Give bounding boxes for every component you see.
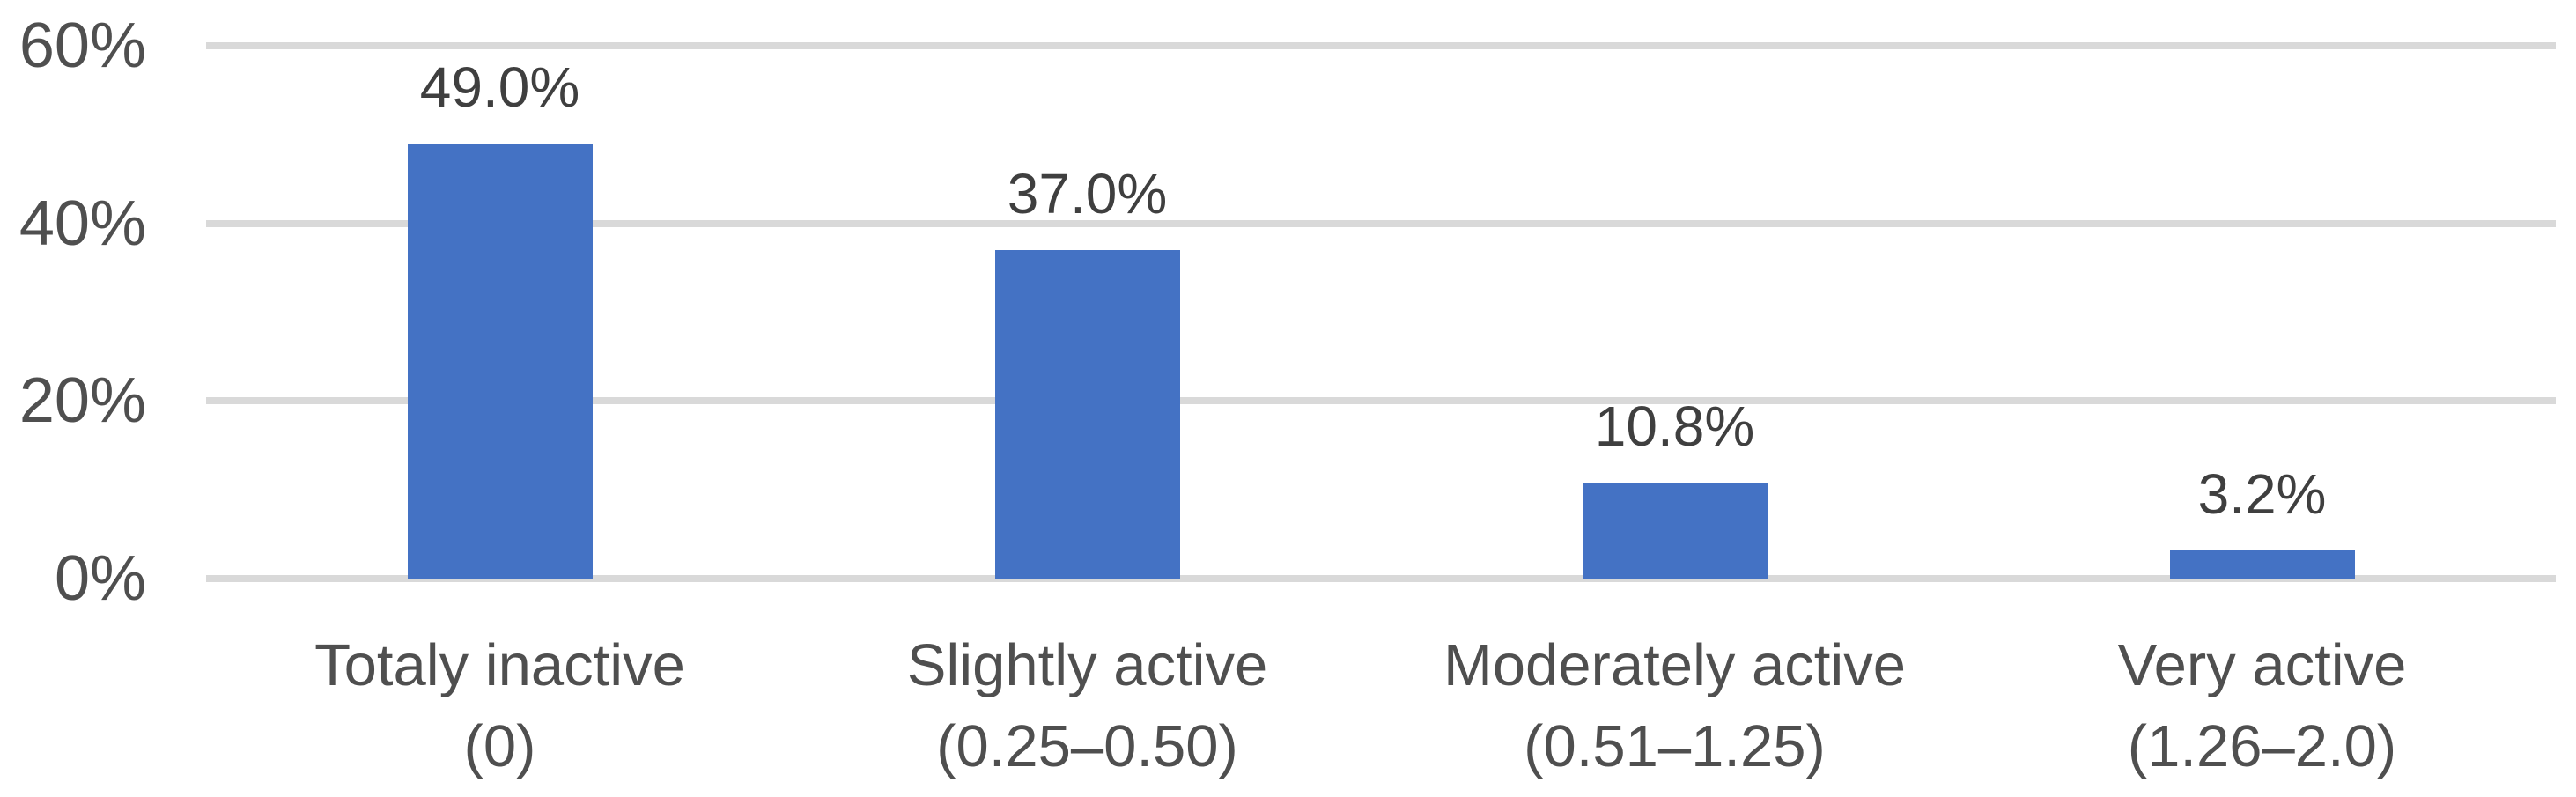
bar-group-very-active: 3.2%	[1968, 46, 2556, 579]
gridline-20	[206, 397, 2556, 405]
bar-value-label: 37.0%	[1007, 161, 1168, 225]
gridline-0-baseline	[206, 575, 2556, 582]
x-label-line2: (0.25–0.50)	[936, 713, 1238, 779]
x-label-very-active: Very active (1.26–2.0)	[1968, 625, 2556, 787]
x-label-line1: Slightly active	[906, 632, 1268, 698]
bar-slightly-active	[994, 249, 1180, 579]
y-axis: 60% 40% 20% 0%	[0, 14, 146, 610]
x-label-totaly-inactive: Totaly inactive (0)	[206, 625, 793, 787]
bar-value-label: 3.2%	[2197, 461, 2327, 526]
bar-value-label: 49.0%	[419, 55, 580, 119]
bar-very-active	[2169, 550, 2355, 579]
x-axis: Totaly inactive (0) Slightly active (0.2…	[206, 625, 2556, 787]
bar-group-totaly-inactive: 49.0%	[206, 46, 793, 579]
x-label-line1: Totaly inactive	[314, 632, 685, 698]
y-tick-40: 40%	[18, 188, 146, 259]
x-label-line2: (0)	[463, 713, 536, 779]
y-tick-60: 60%	[18, 11, 146, 81]
x-label-line1: Very active	[2117, 632, 2407, 698]
bar-group-moderately-active: 10.8%	[1381, 46, 1968, 579]
gridline-60	[206, 42, 2556, 49]
x-label-line2: (1.26–2.0)	[2127, 713, 2397, 779]
bar-totaly-inactive	[407, 143, 593, 579]
bar-group-slightly-active: 37.0%	[793, 46, 1381, 579]
x-label-moderately-active: Moderately active (0.51–1.25)	[1381, 625, 1968, 787]
x-label-line2: (0.51–1.25)	[1524, 713, 1826, 779]
plot-area: 49.0% 37.0% 10.8% 3.2%	[206, 46, 2556, 579]
y-tick-20: 20%	[18, 365, 146, 437]
gridline-layer	[206, 42, 2556, 582]
x-label-line1: Moderately active	[1443, 632, 1907, 698]
bar-moderately-active	[1582, 483, 1768, 579]
x-label-slightly-active: Slightly active (0.25–0.50)	[793, 625, 1381, 787]
y-tick-0: 0%	[54, 543, 146, 614]
gridline-40	[206, 219, 2556, 227]
bar-value-label: 10.8%	[1594, 395, 1755, 459]
